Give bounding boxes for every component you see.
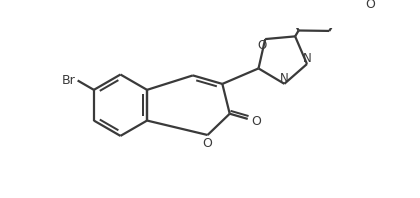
Text: N: N <box>280 72 289 85</box>
Text: O: O <box>203 137 213 150</box>
Text: O: O <box>365 0 375 11</box>
Text: Br: Br <box>62 74 76 87</box>
Text: N: N <box>302 52 311 65</box>
Text: O: O <box>257 39 266 51</box>
Text: O: O <box>251 115 261 128</box>
